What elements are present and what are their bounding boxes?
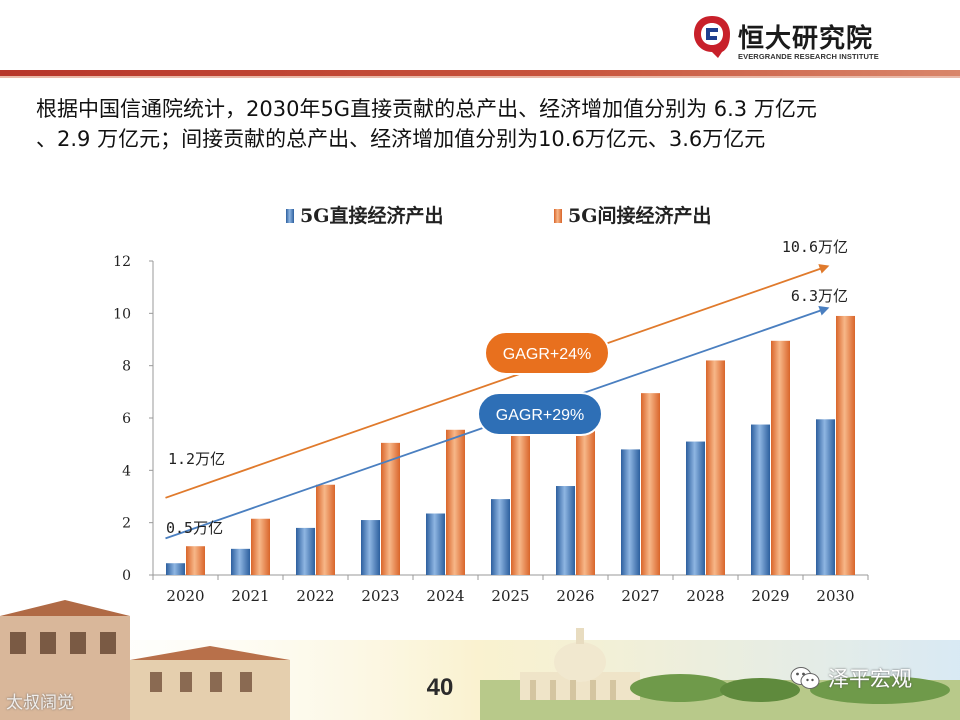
bar-indirect [706, 360, 725, 575]
intro-text: 根据中国信通院统计，2030年5G直接贡献的总产出、经济增加值分别为 6.3 万… [36, 94, 936, 154]
bar-direct [296, 527, 315, 575]
bar-indirect [381, 442, 400, 575]
legend-label: 5G间接经济产出 [568, 204, 711, 227]
bar-direct [361, 520, 380, 575]
x-tick-label: 2025 [491, 587, 529, 605]
cagr-direct-label: GAGR+29% [496, 407, 584, 424]
x-tick-label: 2023 [361, 587, 399, 605]
header-divider [0, 70, 960, 76]
bar-indirect [186, 546, 205, 575]
annotation-direct-end: 6.3万亿 [791, 287, 848, 305]
header-divider-light [0, 76, 960, 78]
bar-direct [166, 563, 185, 575]
annotation-direct-start: 0.5万亿 [166, 519, 223, 537]
y-tick-label: 0 [122, 568, 131, 584]
brand-subtitle: EVERGRANDE RESEARCH INSTITUTE [738, 52, 879, 61]
y-tick-label: 8 [122, 359, 131, 375]
bar-direct [556, 486, 575, 575]
y-tick-label: 6 [122, 411, 131, 427]
x-tick-label: 2022 [296, 587, 334, 605]
footer-building-illustration [0, 600, 960, 720]
evergrande-logo-icon [694, 16, 730, 58]
bar-indirect [251, 518, 270, 575]
y-tick-label: 2 [122, 516, 131, 532]
bar-indirect [511, 416, 530, 575]
y-tick-label: 12 [113, 254, 131, 270]
cagr-indirect-bubble [484, 331, 610, 375]
wechat-icon [790, 667, 820, 689]
cagr-direct-bubble [477, 392, 603, 436]
economic-output-chart: 0 2 4 6 8 10 12 2020 2021 2022 2023 2024 2025 2026 202… [113, 204, 869, 605]
page-number: 40 [426, 674, 454, 701]
bar-direct [816, 419, 835, 575]
bar-indirect [576, 412, 595, 575]
evergrande-logo: 恒大研究院 EVERGRANDE RESEARCH INSTITUTE [692, 14, 892, 62]
x-tick-label: 2029 [751, 587, 789, 605]
bar-direct [621, 449, 640, 575]
wechat-label: 泽平宏观 [828, 667, 912, 691]
x-tick-label: 2028 [686, 587, 724, 605]
bar-direct [426, 513, 445, 575]
y-tick-label: 10 [113, 306, 131, 322]
legend-label: 5G直接经济产出 [300, 204, 443, 227]
bar-indirect [316, 484, 335, 575]
x-tick-label: 2024 [426, 587, 464, 605]
x-tick-label: 2021 [231, 587, 269, 605]
bar-indirect [641, 393, 660, 575]
bar-direct [751, 424, 770, 575]
x-tick-label: 2030 [816, 587, 854, 605]
annotation-indirect-start: 1.2万亿 [168, 450, 225, 468]
intro-line-1: 根据中国信通院统计，2030年5G直接贡献的总产出、经济增加值分别为 6.3 万… [36, 97, 817, 121]
bar-indirect [771, 340, 790, 575]
annotation-indirect-end: 10.6万亿 [782, 238, 848, 256]
watermark: 太叔阔觉 [6, 693, 74, 713]
x-tick-label: 2027 [621, 587, 659, 605]
bar-indirect [836, 315, 855, 575]
y-tick-label: 4 [122, 463, 131, 479]
legend-swatch [286, 209, 294, 223]
bar-indirect [446, 429, 465, 575]
trend-line-indirect [165, 264, 830, 499]
bar-direct [491, 499, 510, 575]
wechat-badge: 泽平宏观 [790, 664, 912, 692]
bar-direct [686, 441, 705, 575]
x-tick-label: 2020 [166, 587, 204, 605]
x-tick-label: 2026 [556, 587, 594, 605]
cagr-indirect-label: GAGR+24% [503, 346, 591, 363]
intro-line-2: 、2.9 万亿元；间接贡献的总产出、经济增加值分别为10.6万亿元、3.6万亿元 [36, 127, 766, 151]
bar-direct [231, 548, 250, 575]
legend-swatch [554, 209, 562, 223]
brand-name: 恒大研究院 [738, 24, 874, 54]
